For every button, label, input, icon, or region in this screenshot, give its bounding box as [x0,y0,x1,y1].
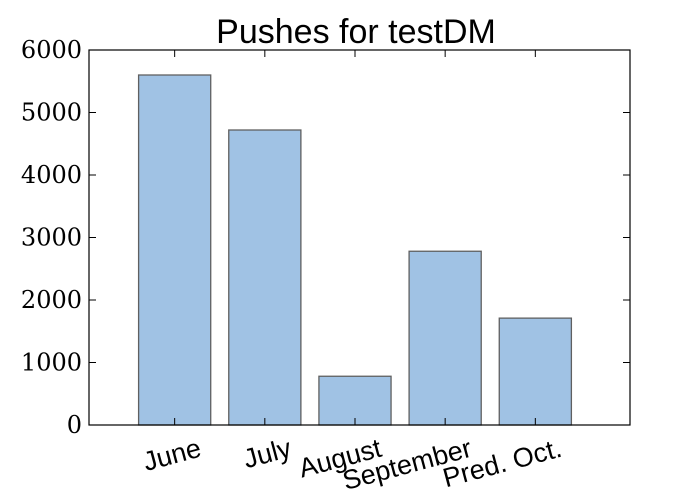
y-tick-label: 2000 [21,286,82,314]
y-tick-label: 6000 [21,36,82,64]
chart-title: Pushes for testDM [216,13,496,51]
y-tick-label: 1000 [21,349,82,377]
bar-july [228,129,302,426]
x-tick-label: July [240,433,295,475]
tick-marks-layer [89,49,630,426]
x-tick-label: June [140,433,204,477]
bars-layer [137,74,573,426]
bar-september [408,250,482,426]
y-tick-label: 0 [67,411,82,439]
bar-august [318,375,392,426]
y-tick-label: 4000 [21,161,82,189]
y-tick-labels: 0 1000 2000 3000 4000 5000 6000 [21,36,82,439]
bar-pred-oct [498,317,573,426]
bar-june [137,74,212,426]
y-tick-label: 5000 [21,99,82,127]
y-tick-label: 3000 [21,224,82,252]
